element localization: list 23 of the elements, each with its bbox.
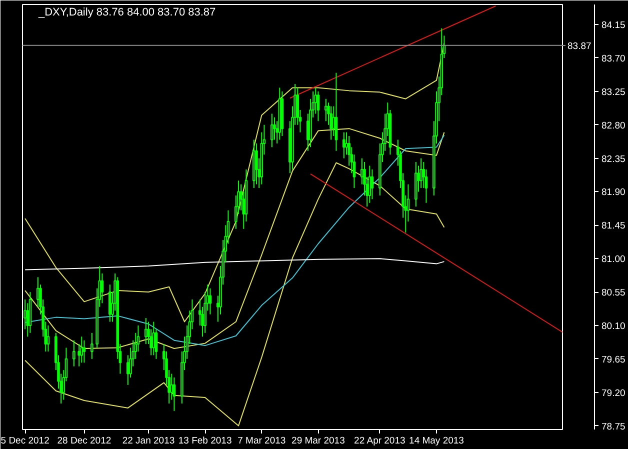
x-tick-label: 22 Apr 2013 [354, 436, 406, 446]
y-tick-label: 83.25 [602, 86, 626, 98]
x-tick-label: 28 Dec 2012 [57, 436, 112, 446]
y-tick-label: 79.20 [602, 388, 626, 399]
ref-line-label: 83.87 [568, 40, 592, 52]
x-tick-label: 22 Jan 2013 [122, 436, 175, 446]
x-tick-label: 13 Feb 2013 [178, 436, 232, 446]
y-tick-label: 82.35 [602, 154, 626, 165]
chart-title: _DXY,Daily 83.76 84.00 83.70 83.87 [38, 6, 216, 18]
y-tick-label: 79.65 [602, 354, 626, 366]
y-tick-label: 81.00 [602, 254, 626, 266]
y-tick-label: 84.15 [602, 20, 626, 32]
y-tick-label: 80.10 [602, 320, 626, 332]
x-tick-label: 14 May 2013 [409, 436, 464, 446]
x-tick-label: 5 Dec 2012 [0, 436, 50, 446]
x-tick-label: 7 Mar 2013 [238, 436, 286, 446]
y-tick-label: 83.70 [602, 53, 626, 64]
y-tick-label: 80.55 [602, 288, 626, 299]
y-tick-label: 81.90 [602, 187, 626, 198]
y-tick-label: 82.80 [602, 120, 626, 132]
y-tick-label: 81.45 [602, 220, 626, 232]
y-tick-label: 78.75 [602, 421, 626, 432]
x-tick-label: 29 Mar 2013 [292, 436, 345, 446]
